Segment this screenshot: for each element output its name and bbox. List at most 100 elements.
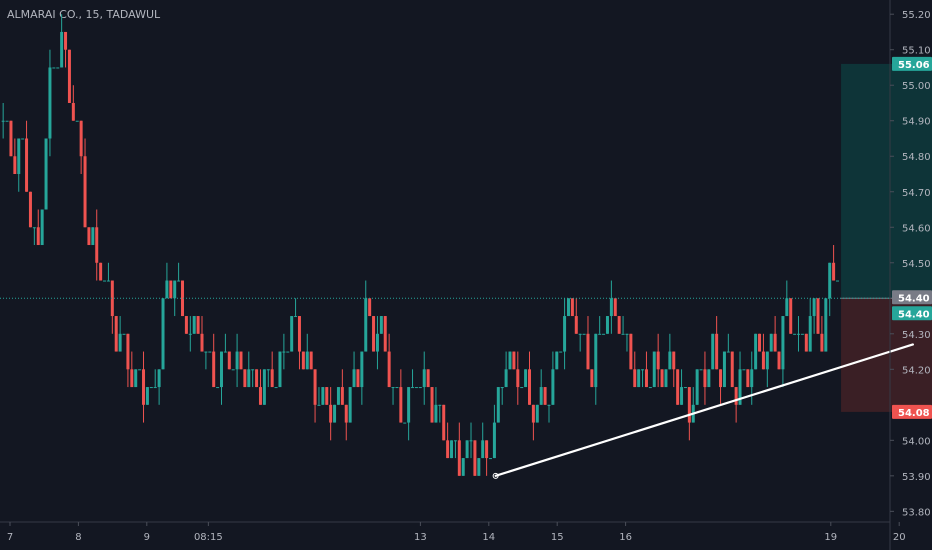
price-bar: [504, 369, 508, 388]
price-bar: [364, 298, 368, 352]
price-bar: [602, 333, 606, 335]
price-bar: [469, 440, 473, 442]
y-tick-label: 54.30: [902, 330, 931, 341]
price-bar: [169, 280, 173, 299]
price-bar: [461, 458, 465, 476]
price-bar: [305, 351, 309, 370]
price-bar: [570, 298, 574, 317]
price-bar: [586, 333, 590, 370]
trendline-anchor: [492, 472, 499, 479]
price-bar: [672, 351, 676, 370]
price-bar: [270, 369, 274, 388]
price-bar: [251, 369, 255, 371]
price-bar: [216, 387, 220, 389]
price-bar: [83, 156, 87, 228]
y-tick-label: 54.00: [902, 436, 931, 447]
y-tick-label: 53.90: [902, 472, 931, 483]
price-bar: [387, 351, 391, 388]
price-bar: [617, 316, 621, 334]
price-bar: [707, 369, 711, 388]
x-tick-label: 13: [414, 532, 427, 543]
price-bar: [434, 404, 438, 423]
price-bar: [734, 387, 738, 405]
price-bar: [621, 333, 625, 335]
price-bar: [99, 262, 103, 281]
price-bar: [531, 404, 535, 423]
price-bar: [219, 351, 223, 388]
price-bar: [676, 369, 680, 405]
price-bar: [52, 67, 56, 69]
price-bar: [551, 369, 555, 405]
price-bar: [9, 120, 13, 157]
price-bar: [555, 351, 559, 370]
price-bar: [590, 369, 594, 388]
price-bar: [422, 369, 426, 388]
price-bar: [313, 369, 317, 405]
price-bar: [481, 440, 485, 459]
price-bar: [348, 387, 352, 423]
price-bar: [126, 333, 130, 370]
price-bar: [36, 227, 40, 246]
price-bar: [785, 298, 789, 317]
price-bar: [516, 369, 520, 388]
price-bar: [660, 369, 664, 388]
price-bar: [637, 369, 641, 388]
x-tick-label: 20: [893, 532, 906, 543]
price-bar: [758, 333, 762, 352]
price-bar: [177, 280, 181, 282]
price-bar: [372, 316, 376, 352]
price-bar: [196, 316, 200, 334]
price-bar: [438, 404, 442, 406]
price-bar: [613, 298, 617, 317]
price-bar: [309, 351, 313, 370]
price-bar: [789, 298, 793, 334]
price-bar: [824, 298, 828, 352]
price-bar: [403, 422, 407, 424]
price-bar: [496, 387, 500, 423]
price-bar: [325, 387, 329, 405]
price-bar: [761, 351, 765, 370]
price-bar: [356, 369, 360, 388]
price-bar: [656, 351, 660, 370]
price-bar: [282, 351, 286, 353]
price-badge-label: 54.08: [898, 408, 930, 419]
price-bar: [808, 316, 812, 352]
price-bar: [231, 369, 235, 371]
price-bar: [781, 316, 785, 370]
price-bar: [157, 369, 161, 388]
price-bar: [683, 387, 687, 389]
price-bar: [594, 333, 598, 388]
price-bar: [566, 298, 570, 317]
price-bar: [641, 369, 645, 371]
y-tick-label: 53.80: [902, 507, 931, 518]
price-bar: [204, 351, 208, 353]
price-bar: [699, 369, 703, 371]
price-bar: [71, 102, 75, 121]
price-bar: [258, 387, 262, 405]
price-bar: [687, 387, 691, 423]
price-bar: [832, 262, 836, 281]
price-bar: [297, 316, 301, 352]
price-bar: [535, 404, 539, 423]
price-bar: [730, 351, 734, 388]
price-bar: [243, 369, 247, 388]
price-bar: [793, 333, 797, 335]
price-bar: [722, 351, 726, 388]
y-tick-label: 54.20: [902, 365, 931, 376]
price-bar: [836, 280, 840, 282]
price-bar: [64, 31, 68, 50]
price-bar: [75, 120, 79, 122]
price-bar: [664, 369, 668, 388]
price-bar: [391, 387, 395, 389]
price-bar: [321, 387, 325, 405]
price-bar: [32, 227, 36, 229]
price-bar: [668, 351, 672, 370]
y-tick-label: 54.70: [902, 188, 931, 199]
price-bar: [473, 440, 477, 476]
price-bar: [574, 316, 578, 334]
price-bar: [711, 333, 715, 370]
price-bar: [1, 120, 5, 122]
price-bar: [106, 280, 110, 282]
